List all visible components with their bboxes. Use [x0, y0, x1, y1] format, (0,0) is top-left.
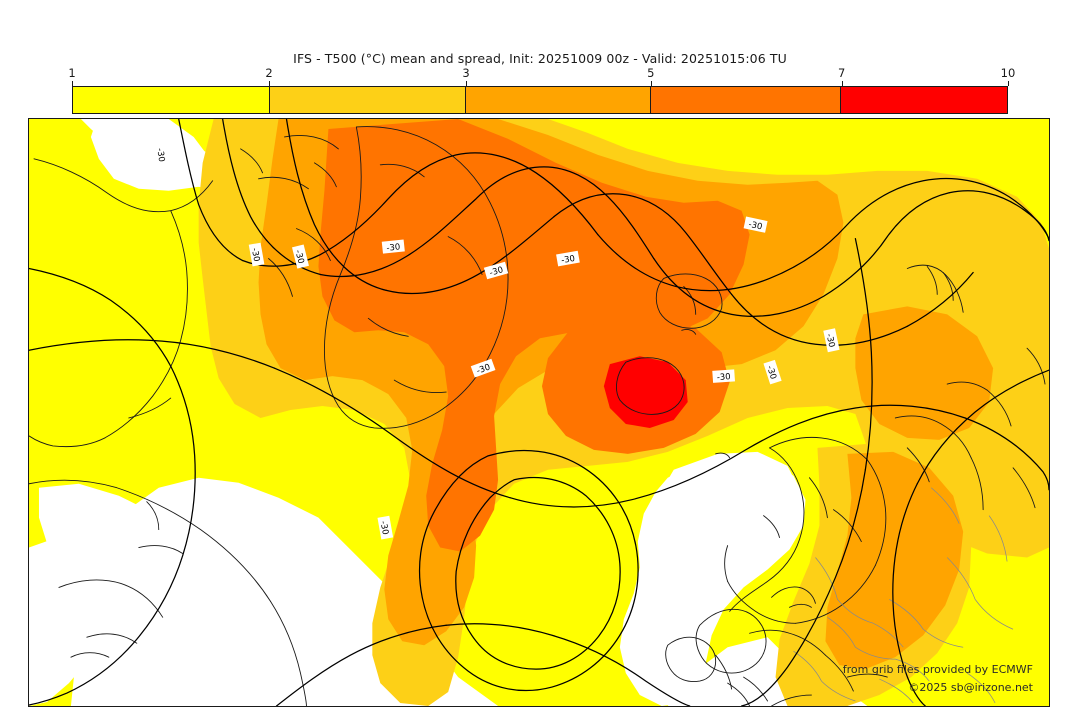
colorbar-tickmark	[650, 81, 652, 86]
contour-label: -30	[716, 371, 731, 382]
page-title: IFS - T500 (°C) mean and spread, Init: 2…	[293, 51, 787, 66]
spread-band-5-7	[318, 119, 750, 552]
contour-label: -30	[386, 241, 401, 252]
contour-label: -30	[560, 253, 575, 265]
contour-label: -30	[748, 219, 764, 232]
contour-label: -30	[155, 147, 167, 162]
colorbar-tickmark	[72, 81, 73, 86]
colorbar-tick-label-10: 10	[1000, 66, 1016, 80]
colorbar-segment-2	[269, 87, 467, 113]
colorbar-strip	[72, 86, 1008, 114]
colorbar-segment-3	[466, 87, 651, 113]
white-region-norwegian-sea	[659, 451, 800, 560]
contour-label: -30	[475, 362, 491, 376]
colorbar-segment-4	[650, 87, 841, 113]
map-canvas: -30 -30 -30 -30 -30 -30 -30 -30	[29, 119, 1049, 706]
colorbar-segment-1	[73, 87, 270, 113]
colorbar-tickmark	[269, 81, 271, 86]
contour-label: -30	[765, 364, 779, 380]
contour-label: -30	[250, 247, 262, 262]
contour-label: -30	[293, 249, 306, 265]
colorbar-segment-5	[840, 87, 1007, 113]
coastlines	[29, 126, 1046, 706]
contour-lines	[29, 119, 1049, 706]
white-region-atlantic-sw	[148, 587, 327, 706]
t500-spread-map[interactable]: -30 -30 -30 -30 -30 -30 -30 -30	[28, 118, 1050, 707]
colorbar-tick-label-3: 3	[462, 66, 470, 80]
colorbar-tick-label-1: 1	[68, 66, 76, 80]
contour-label: -30	[488, 264, 504, 277]
spread-band-3-5-russia	[855, 306, 994, 440]
colorbar-tickmark	[841, 81, 843, 86]
contour-labels: -30 -30 -30 -30 -30 -30 -30 -30	[154, 143, 840, 540]
colorbar: 1 2 3 5 7 10	[68, 67, 1015, 114]
spread-band-7-10	[603, 356, 688, 428]
contour-label: -30	[379, 520, 391, 535]
colorbar-tickmark	[1008, 81, 1009, 86]
colorbar-tick-label-5: 5	[647, 66, 655, 80]
colorbar-tick-label-7: 7	[838, 66, 846, 80]
country-borders	[793, 487, 1014, 704]
contour-label: -30	[825, 333, 838, 349]
colorbar-tickmark	[466, 81, 468, 86]
colorbar-tick-label-2: 2	[265, 66, 273, 80]
